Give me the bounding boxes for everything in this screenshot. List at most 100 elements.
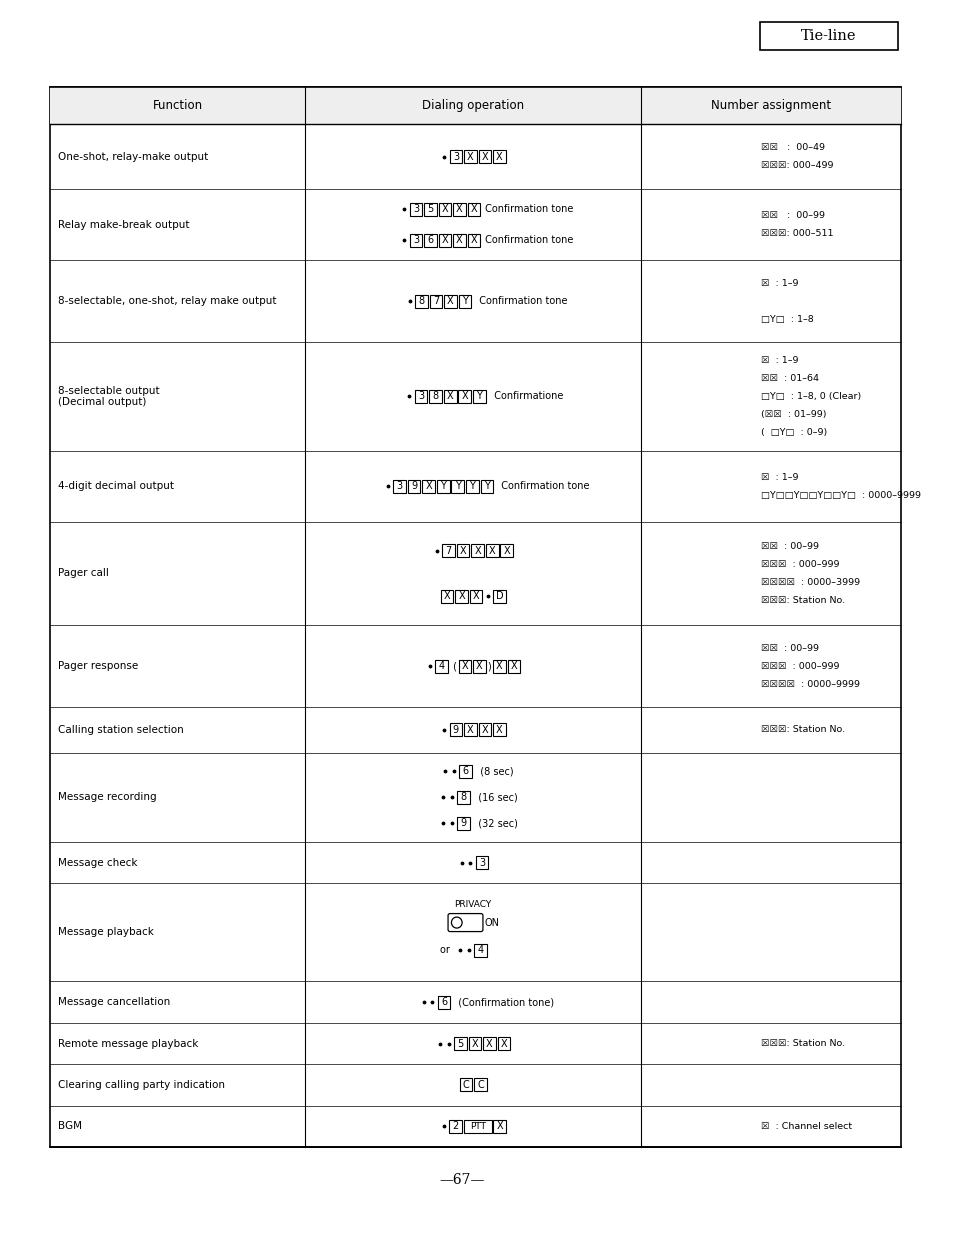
Bar <box>458 390 471 403</box>
Bar <box>507 659 519 673</box>
Text: or: or <box>440 945 456 955</box>
Bar <box>51 86 900 124</box>
Text: (16 sec): (16 sec) <box>471 793 517 803</box>
Bar <box>493 589 505 603</box>
Bar <box>473 390 485 403</box>
Text: ☒☒  : 01–64: ☒☒ : 01–64 <box>760 374 819 383</box>
Text: X: X <box>446 391 453 401</box>
Text: □Y□  : 1–8: □Y□ : 1–8 <box>760 315 813 324</box>
Text: Dialing operation: Dialing operation <box>422 99 524 112</box>
Bar <box>471 545 483 557</box>
Text: (: ( <box>449 661 456 671</box>
Bar <box>482 1037 496 1050</box>
Text: ☒☒   :  00–99: ☒☒ : 00–99 <box>760 211 824 220</box>
Bar <box>456 545 469 557</box>
Text: X: X <box>441 236 448 246</box>
Text: Function: Function <box>152 99 203 112</box>
Bar <box>435 659 447 673</box>
Text: Y: Y <box>439 482 446 492</box>
Text: Remote message playback: Remote message playback <box>58 1039 198 1049</box>
Text: Confirmation tone: Confirmation tone <box>495 482 589 492</box>
Text: Message cancellation: Message cancellation <box>58 997 171 1007</box>
Bar <box>480 479 493 493</box>
Text: ☒☒☒  : 000–999: ☒☒☒ : 000–999 <box>760 559 839 569</box>
Bar <box>449 724 461 736</box>
Text: Calling station selection: Calling station selection <box>58 725 184 735</box>
Text: ☒☒☒: 000–499: ☒☒☒: 000–499 <box>760 162 833 170</box>
Bar <box>51 86 900 1147</box>
Bar <box>759 22 897 49</box>
Text: ☒  : 1–9: ☒ : 1–9 <box>760 356 798 364</box>
Bar <box>497 1037 510 1050</box>
Bar <box>451 479 463 493</box>
Text: 3: 3 <box>453 152 458 162</box>
Text: D: D <box>496 592 503 601</box>
Text: (  □Y□  : 0–9): ( □Y□ : 0–9) <box>760 427 827 437</box>
Text: X: X <box>496 1121 502 1131</box>
Text: ☒☒☒: 000–511: ☒☒☒: 000–511 <box>760 230 833 238</box>
Text: 9: 9 <box>460 819 466 829</box>
Text: X: X <box>485 1039 492 1049</box>
Bar <box>474 944 486 957</box>
Text: X: X <box>467 725 474 735</box>
Text: X: X <box>467 152 474 162</box>
Bar <box>463 1120 491 1132</box>
Text: ☒☒☒: Station No.: ☒☒☒: Station No. <box>760 725 844 735</box>
Bar <box>415 390 427 403</box>
Text: ON: ON <box>484 918 499 927</box>
Text: X: X <box>459 546 466 556</box>
Bar <box>438 233 451 247</box>
Text: 3: 3 <box>413 236 418 246</box>
Text: X: X <box>470 204 476 214</box>
Bar <box>453 233 465 247</box>
Text: PTT: PTT <box>469 1121 485 1131</box>
Text: X: X <box>503 546 510 556</box>
Text: Message recording: Message recording <box>58 793 156 803</box>
Text: (8 sec): (8 sec) <box>473 767 513 777</box>
Text: X: X <box>425 482 432 492</box>
Text: X: X <box>496 725 502 735</box>
Text: Tie-line: Tie-line <box>801 28 856 43</box>
Text: 6: 6 <box>440 997 447 1007</box>
Text: ☒☒   :  00–49: ☒☒ : 00–49 <box>760 143 824 152</box>
Bar <box>458 659 471 673</box>
Bar <box>454 1037 466 1050</box>
Text: X: X <box>474 546 480 556</box>
Text: (☒☒  : 01–99): (☒☒ : 01–99) <box>760 410 826 419</box>
Bar <box>429 390 441 403</box>
Text: 4: 4 <box>437 661 444 671</box>
Bar <box>458 764 471 778</box>
Text: X: X <box>461 661 468 671</box>
Bar <box>493 151 505 163</box>
Text: (32 sec): (32 sec) <box>471 819 517 829</box>
Text: X: X <box>473 592 479 601</box>
Text: X: X <box>470 236 476 246</box>
Bar <box>440 589 453 603</box>
Text: (Confirmation tone): (Confirmation tone) <box>452 997 554 1007</box>
Bar <box>493 1120 505 1132</box>
Bar <box>449 151 461 163</box>
Text: 7: 7 <box>433 296 438 306</box>
Bar <box>465 479 478 493</box>
Text: ☒  : 1–9: ☒ : 1–9 <box>760 473 798 482</box>
Bar <box>442 545 455 557</box>
Text: ☒☒  : 00–99: ☒☒ : 00–99 <box>760 643 819 652</box>
Text: 9: 9 <box>411 482 416 492</box>
Bar <box>468 1037 480 1050</box>
Text: ☒☒☒: Station No.: ☒☒☒: Station No. <box>760 597 844 605</box>
Bar <box>422 479 435 493</box>
Bar <box>393 479 405 493</box>
Text: □Y□□Y□□Y□□Y□  : 0000–9999: □Y□□Y□□Y□□Y□ : 0000–9999 <box>760 490 921 500</box>
Text: ☒☒☒: Station No.: ☒☒☒: Station No. <box>760 1039 844 1049</box>
Bar <box>453 203 465 216</box>
Text: 7: 7 <box>445 546 452 556</box>
Text: 4-digit decimal output: 4-digit decimal output <box>58 482 174 492</box>
Bar <box>478 151 491 163</box>
Bar <box>469 589 482 603</box>
Bar <box>415 294 427 308</box>
Text: 3: 3 <box>396 482 402 492</box>
Text: X: X <box>456 236 462 246</box>
Text: ☒☒  : 00–99: ☒☒ : 00–99 <box>760 542 819 551</box>
Bar <box>458 294 471 308</box>
Bar <box>444 294 456 308</box>
